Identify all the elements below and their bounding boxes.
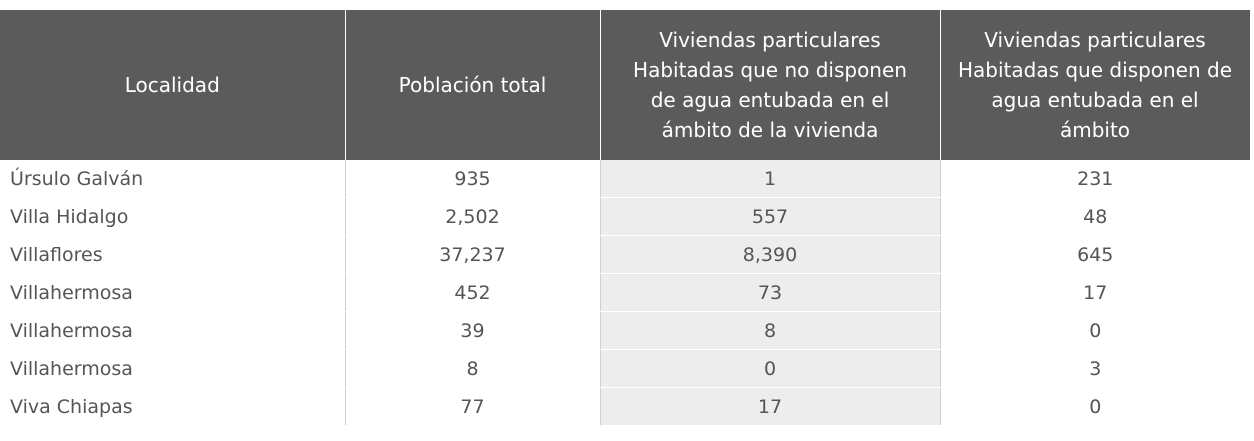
header-cell: Viviendas particulares Habitadas que no d… — [600, 10, 941, 160]
table-row: Úrsulo Galván 935 1 231 — [0, 160, 1250, 198]
table-cell: 48 — [940, 197, 1250, 236]
table-cell: 452 — [345, 273, 601, 312]
table-cell: 1 — [600, 160, 941, 198]
table-cell: 8 — [600, 311, 941, 350]
header-text: Habitadas que disponen de — [957, 58, 1233, 82]
table-cell: 645 — [940, 235, 1250, 274]
header-text: agua entubada en el — [991, 88, 1199, 112]
table-cell: 37,237 — [345, 235, 601, 274]
header-text: Viviendas particulares — [659, 28, 881, 52]
table-cell: 3 — [940, 349, 1250, 388]
table-cell: 77 — [345, 387, 601, 426]
table-cell: Úrsulo Galván — [0, 160, 346, 198]
table-cell: 231 — [940, 160, 1250, 198]
table-cell: 8 — [345, 349, 601, 388]
table-cell: 557 — [600, 197, 941, 236]
header-text: ámbito de la vivienda — [661, 118, 879, 142]
table-row: Villa Hidalgo 2,502 557 48 — [0, 197, 1250, 236]
table-container: Localidad Población total Viviendas partic… — [0, 10, 1251, 426]
header-cell: Población total — [345, 10, 601, 160]
table-body: Úrsulo Galván 935 1 231 Villa Hidalgo 2,502 55… — [0, 160, 1250, 426]
table-cell: 8,390 — [600, 235, 941, 274]
header-text: Habitadas que no disponen — [633, 58, 907, 82]
table-row: Villaflores 37,237 8,390 645 — [0, 235, 1250, 274]
table-cell: Viva Chiapas — [0, 387, 346, 426]
table-cell: Villahermosa — [0, 349, 346, 388]
table-cell: 0 — [940, 311, 1250, 350]
header-text: de agua entubada en el — [650, 88, 890, 112]
table-cell: 17 — [940, 273, 1250, 312]
table-cell: Villahermosa — [0, 273, 346, 312]
header-cell: Localidad — [0, 10, 346, 160]
table-cell: 73 — [600, 273, 941, 312]
table-row: Villahermosa 39 8 0 — [0, 311, 1250, 350]
table-row: Villahermosa 8 0 3 — [0, 349, 1250, 388]
header-cell: Viviendas particulares Habitadas que disp… — [940, 10, 1251, 160]
header-text: Viviendas particulares — [984, 28, 1206, 52]
data-table: Localidad Población total Viviendas partic… — [0, 10, 1251, 426]
header-row: Localidad Población total Viviendas partic… — [0, 10, 1251, 160]
table-cell: 0 — [940, 387, 1250, 426]
table-cell: 2,502 — [345, 197, 601, 236]
table-cell: Villa Hidalgo — [0, 197, 346, 236]
header-text: ámbito — [1059, 118, 1131, 142]
table-row: Villahermosa 452 73 17 — [0, 273, 1250, 312]
table-cell: 935 — [345, 160, 601, 198]
header-text: Población total — [398, 73, 547, 97]
header-text: Localidad — [124, 73, 220, 97]
table-header: Localidad Población total Viviendas partic… — [0, 10, 1251, 160]
table-cell: 39 — [345, 311, 601, 350]
table-cell: 0 — [600, 349, 941, 388]
table-cell: 17 — [600, 387, 941, 426]
table-cell: Villahermosa — [0, 311, 346, 350]
table-row: Viva Chiapas 77 17 0 — [0, 387, 1250, 426]
table-cell: Villaflores — [0, 235, 346, 274]
